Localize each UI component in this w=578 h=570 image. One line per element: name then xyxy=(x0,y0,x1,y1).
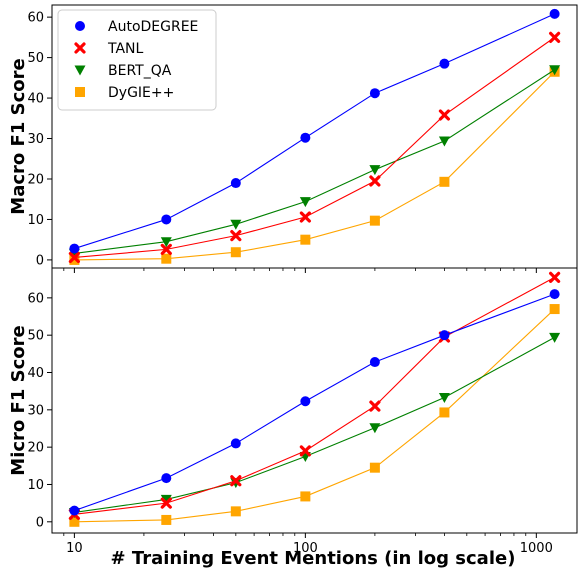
data-point xyxy=(369,462,380,473)
data-point xyxy=(299,211,311,223)
data-point xyxy=(230,438,241,449)
macro-y-tick-label: 60 xyxy=(27,11,44,26)
macro-y-tick-label: 50 xyxy=(27,51,44,66)
x-axis-title: # Training Event Mentions (in log scale) xyxy=(111,548,516,569)
data-point xyxy=(369,175,381,187)
data-point xyxy=(439,407,450,418)
data-point xyxy=(160,497,172,509)
legend-marker xyxy=(75,21,85,31)
data-point xyxy=(549,271,561,283)
data-point xyxy=(161,514,172,525)
legend-label: TANL xyxy=(107,41,144,57)
data-point xyxy=(300,396,311,407)
micro-f1-panel: 0 10 20 30 40 50 60 10 100 1000 Micro F1 Score xyxy=(8,267,578,556)
micro-y-tick-label: 50 xyxy=(27,329,44,344)
data-point xyxy=(300,234,311,245)
data-point xyxy=(549,65,561,76)
micro-plot-frame xyxy=(51,267,578,534)
series-line xyxy=(74,308,555,523)
data-point xyxy=(69,505,80,516)
series-line xyxy=(74,336,555,514)
data-point xyxy=(160,494,172,505)
micro-y-tick-label: 20 xyxy=(27,441,44,456)
data-point xyxy=(438,393,450,404)
data-point xyxy=(300,491,311,502)
legend-item: AutoDEGREE xyxy=(75,19,198,35)
micro-y-tick-label: 30 xyxy=(27,403,44,418)
data-point xyxy=(439,176,450,187)
macro-series-autodegree xyxy=(69,8,560,254)
data-point xyxy=(160,237,172,248)
macro-y-axis-title: Macro F1 Score xyxy=(8,58,29,214)
micro-y-tick-label: 60 xyxy=(27,291,44,306)
data-point xyxy=(300,132,311,143)
data-point xyxy=(369,165,381,176)
data-point xyxy=(438,109,451,121)
micro-series-autodegree xyxy=(69,289,560,516)
legend-marker xyxy=(74,65,86,76)
data-point xyxy=(230,506,241,517)
macro-y-tick-label: 10 xyxy=(27,213,44,228)
data-point xyxy=(230,475,242,487)
data-point xyxy=(549,8,560,19)
data-point xyxy=(230,247,241,258)
legend-marker xyxy=(74,42,86,54)
macro-f1-panel: 0 10 20 30 40 50 60 Macro F1 Score xyxy=(8,4,578,273)
legend-label: DyGIE++ xyxy=(108,85,174,101)
macro-y-tick-label: 20 xyxy=(27,172,44,187)
data-point xyxy=(69,254,80,265)
data-point xyxy=(549,31,561,43)
data-point xyxy=(230,230,242,242)
macro-y-tick-label: 40 xyxy=(27,92,44,107)
data-point xyxy=(439,330,450,341)
legend-frame xyxy=(57,9,217,111)
micro-y-tick-label: 10 xyxy=(27,478,44,493)
data-point xyxy=(161,214,172,225)
data-point xyxy=(369,423,381,434)
data-point xyxy=(68,251,80,264)
legend-item: TANL xyxy=(74,41,144,57)
data-point xyxy=(369,88,380,99)
data-point xyxy=(160,243,172,255)
macro-series-tanl xyxy=(68,31,561,264)
x-tick-label: 100 xyxy=(293,541,318,556)
legend-label: BERT_QA xyxy=(108,63,172,79)
data-point xyxy=(230,478,242,489)
micro-y-tick-label: 40 xyxy=(27,366,44,381)
data-point xyxy=(439,58,450,69)
legend-item: DyGIE++ xyxy=(75,85,174,101)
x-tick-label: 10 xyxy=(66,541,83,556)
x-tick-label: 1000 xyxy=(520,541,553,556)
legend-label: AutoDEGREE xyxy=(108,19,198,35)
legend: AutoDEGREE TANL BERT_QA DyGIE++ xyxy=(57,9,217,111)
macro-y-tick-label: 0 xyxy=(36,253,44,268)
data-point xyxy=(369,357,380,368)
micro-y-axis-title: Micro F1 Score xyxy=(8,325,29,475)
data-point xyxy=(161,473,172,484)
data-point xyxy=(369,215,380,226)
micro-series-bert-qa xyxy=(68,332,561,518)
micro-y-tick-label: 0 xyxy=(36,515,44,530)
data-point xyxy=(69,243,80,254)
data-point xyxy=(549,304,560,315)
data-point xyxy=(549,332,561,343)
data-point xyxy=(299,445,311,457)
legend-marker xyxy=(75,87,85,97)
data-point xyxy=(438,136,450,147)
legend-item: BERT_QA xyxy=(74,63,172,79)
data-point xyxy=(230,219,242,230)
macro-y-tick-label: 30 xyxy=(27,132,44,147)
data-point xyxy=(369,400,381,412)
data-point xyxy=(299,197,311,208)
data-point xyxy=(161,253,172,264)
data-point xyxy=(230,178,241,189)
micro-series-dygie- xyxy=(69,304,560,527)
data-point xyxy=(69,516,80,527)
series-line xyxy=(74,293,555,512)
data-point xyxy=(549,289,560,300)
